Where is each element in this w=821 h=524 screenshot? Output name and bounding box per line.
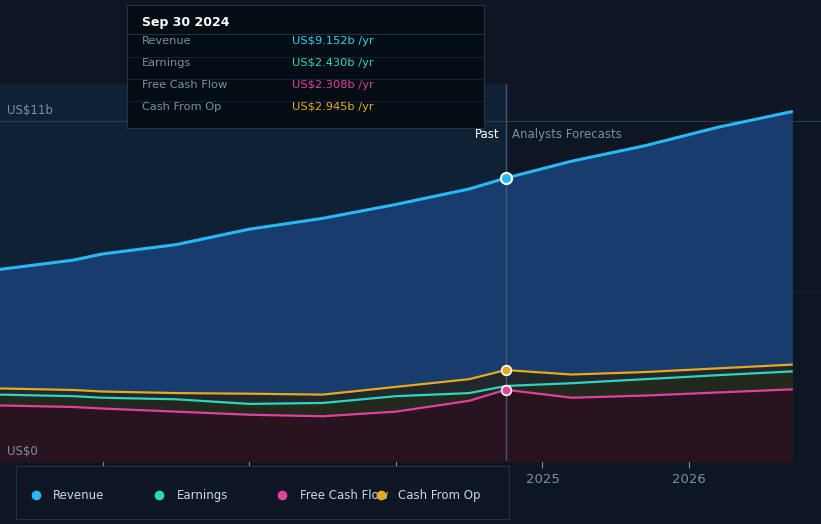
Text: US$11b: US$11b xyxy=(7,104,53,117)
Text: US$2.945b /yr: US$2.945b /yr xyxy=(291,102,374,112)
Text: Cash From Op: Cash From Op xyxy=(398,489,480,501)
Text: Earnings: Earnings xyxy=(141,58,191,68)
Text: Sep 30 2024: Sep 30 2024 xyxy=(141,16,229,29)
Bar xyxy=(0,84,506,461)
Bar xyxy=(506,84,821,461)
Text: Free Cash Flow: Free Cash Flow xyxy=(300,489,388,501)
Text: Earnings: Earnings xyxy=(177,489,228,501)
Text: US$0: US$0 xyxy=(7,445,38,458)
Text: Analysts Forecasts: Analysts Forecasts xyxy=(511,128,621,141)
Text: Past: Past xyxy=(475,128,500,141)
Text: US$2.430b /yr: US$2.430b /yr xyxy=(291,58,374,68)
Text: Free Cash Flow: Free Cash Flow xyxy=(141,80,227,90)
Text: Revenue: Revenue xyxy=(141,36,191,46)
Text: US$9.152b /yr: US$9.152b /yr xyxy=(291,36,374,46)
Text: US$2.308b /yr: US$2.308b /yr xyxy=(291,80,374,90)
Text: Revenue: Revenue xyxy=(53,489,105,501)
Text: Cash From Op: Cash From Op xyxy=(141,102,221,112)
